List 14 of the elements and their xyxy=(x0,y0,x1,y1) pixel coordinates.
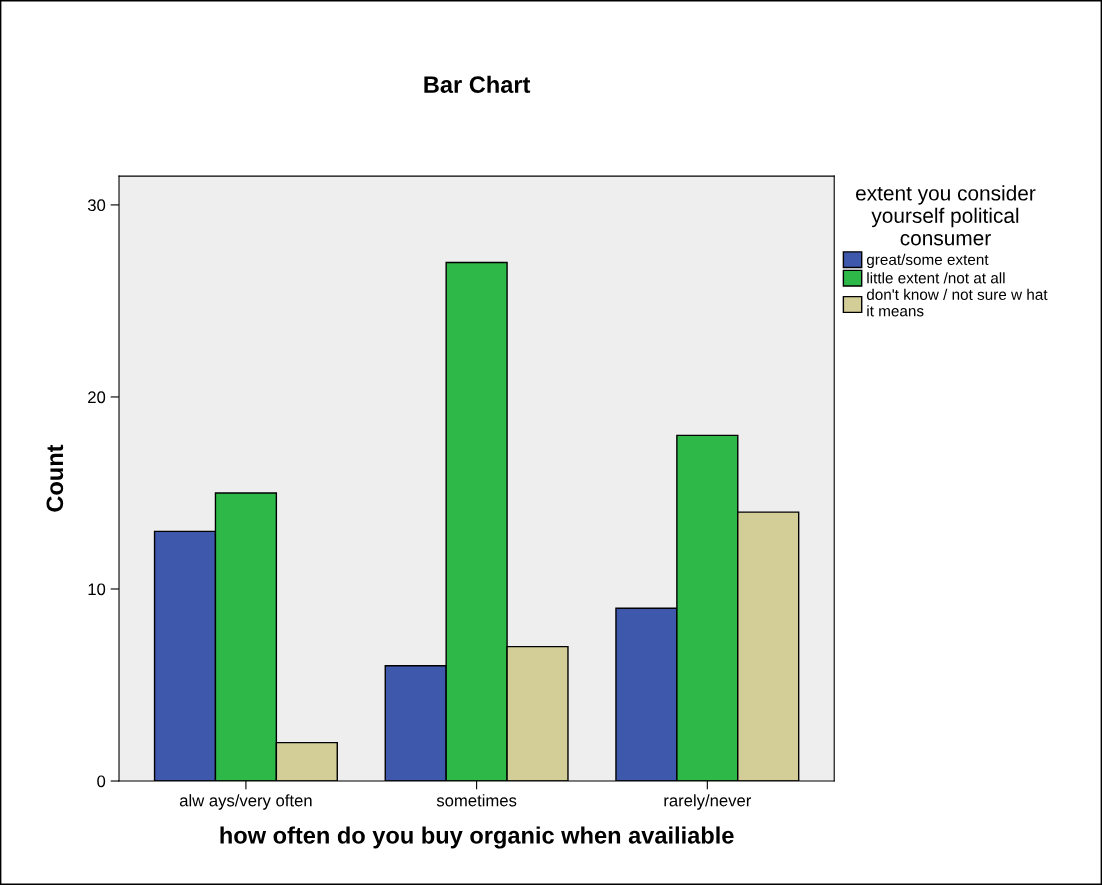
legend-title: extent you consider yourself political consumer xyxy=(856,185,1036,246)
y-tick-label: 10 xyxy=(88,583,106,596)
chart-title: Bar Chart xyxy=(424,75,531,94)
x-tick-label: rarely/never xyxy=(664,794,752,810)
y-axis-title: Count xyxy=(46,444,64,512)
legend-label: don't know / not sure w hat it means xyxy=(866,288,1048,317)
legend-label: great/some extent xyxy=(866,253,989,269)
y-tick-label: 20 xyxy=(88,391,106,404)
y-tick-label: 0 xyxy=(97,775,106,788)
y-tick-label: 30 xyxy=(87,199,106,212)
legend-label: little extent /not at all xyxy=(867,272,1005,284)
x-axis-title: how often do you buy organic when availiable xyxy=(220,826,734,849)
x-tick-label: sometimes xyxy=(436,794,517,807)
x-tick-label: alw ays/very often xyxy=(179,794,312,810)
